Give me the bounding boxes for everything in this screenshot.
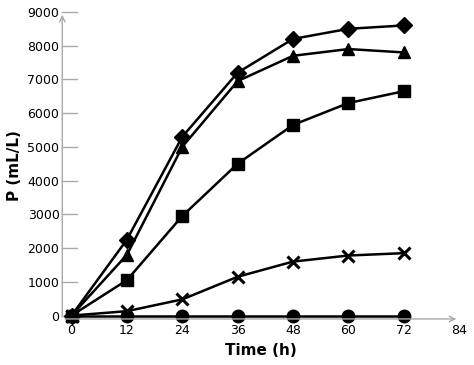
Y-axis label: P (mL/L): P (mL/L) — [7, 130, 22, 201]
X-axis label: Time (h): Time (h) — [225, 343, 297, 358]
